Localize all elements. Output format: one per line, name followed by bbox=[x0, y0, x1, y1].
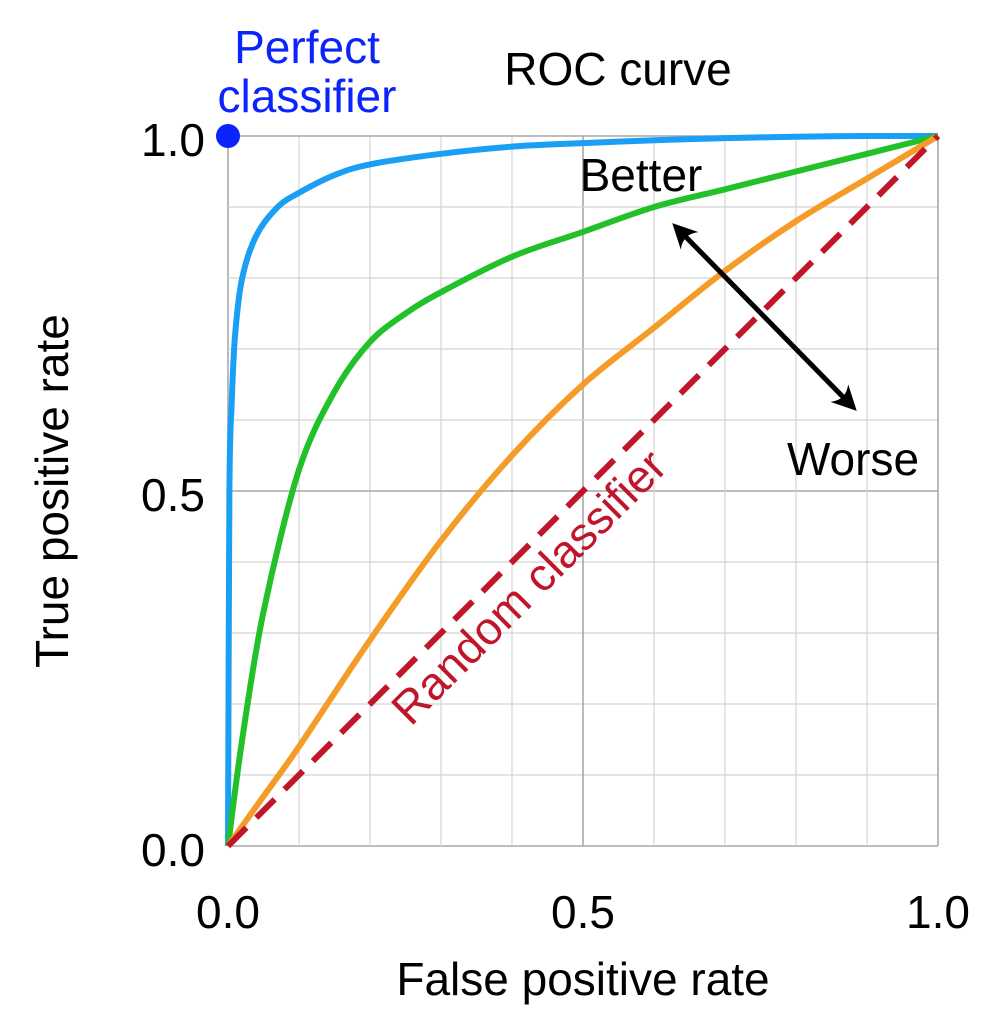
x-tick-label: 0.5 bbox=[551, 886, 615, 938]
x-tick-label: 1.0 bbox=[906, 886, 970, 938]
y-tick-label: 1.0 bbox=[141, 114, 205, 166]
random-classifier-line bbox=[225, 133, 941, 849]
perfect-classifier-label-line2: classifier bbox=[218, 70, 397, 122]
perfect-classifier-point bbox=[216, 124, 240, 148]
random-classifier-label: Random classifier bbox=[381, 439, 676, 734]
chart-title: ROC curve bbox=[504, 43, 731, 95]
roc-curve-1-line bbox=[225, 132, 939, 847]
perfect-classifier-label-line1: Perfect bbox=[234, 21, 380, 73]
better-worse-arrow bbox=[672, 223, 857, 411]
y-axis-title: True positive rate bbox=[26, 314, 78, 668]
better-label: Better bbox=[580, 149, 703, 201]
x-tick-label: 0.0 bbox=[196, 886, 260, 938]
y-tick-label: 0.5 bbox=[141, 469, 205, 521]
roc-curve-3-line bbox=[225, 133, 940, 848]
series-layer bbox=[225, 132, 941, 849]
worse-label: Worse bbox=[787, 433, 919, 485]
y-tick-label: 0.0 bbox=[141, 824, 205, 876]
roc-curve-2-line bbox=[225, 133, 939, 847]
x-axis-title: False positive rate bbox=[396, 953, 769, 1005]
